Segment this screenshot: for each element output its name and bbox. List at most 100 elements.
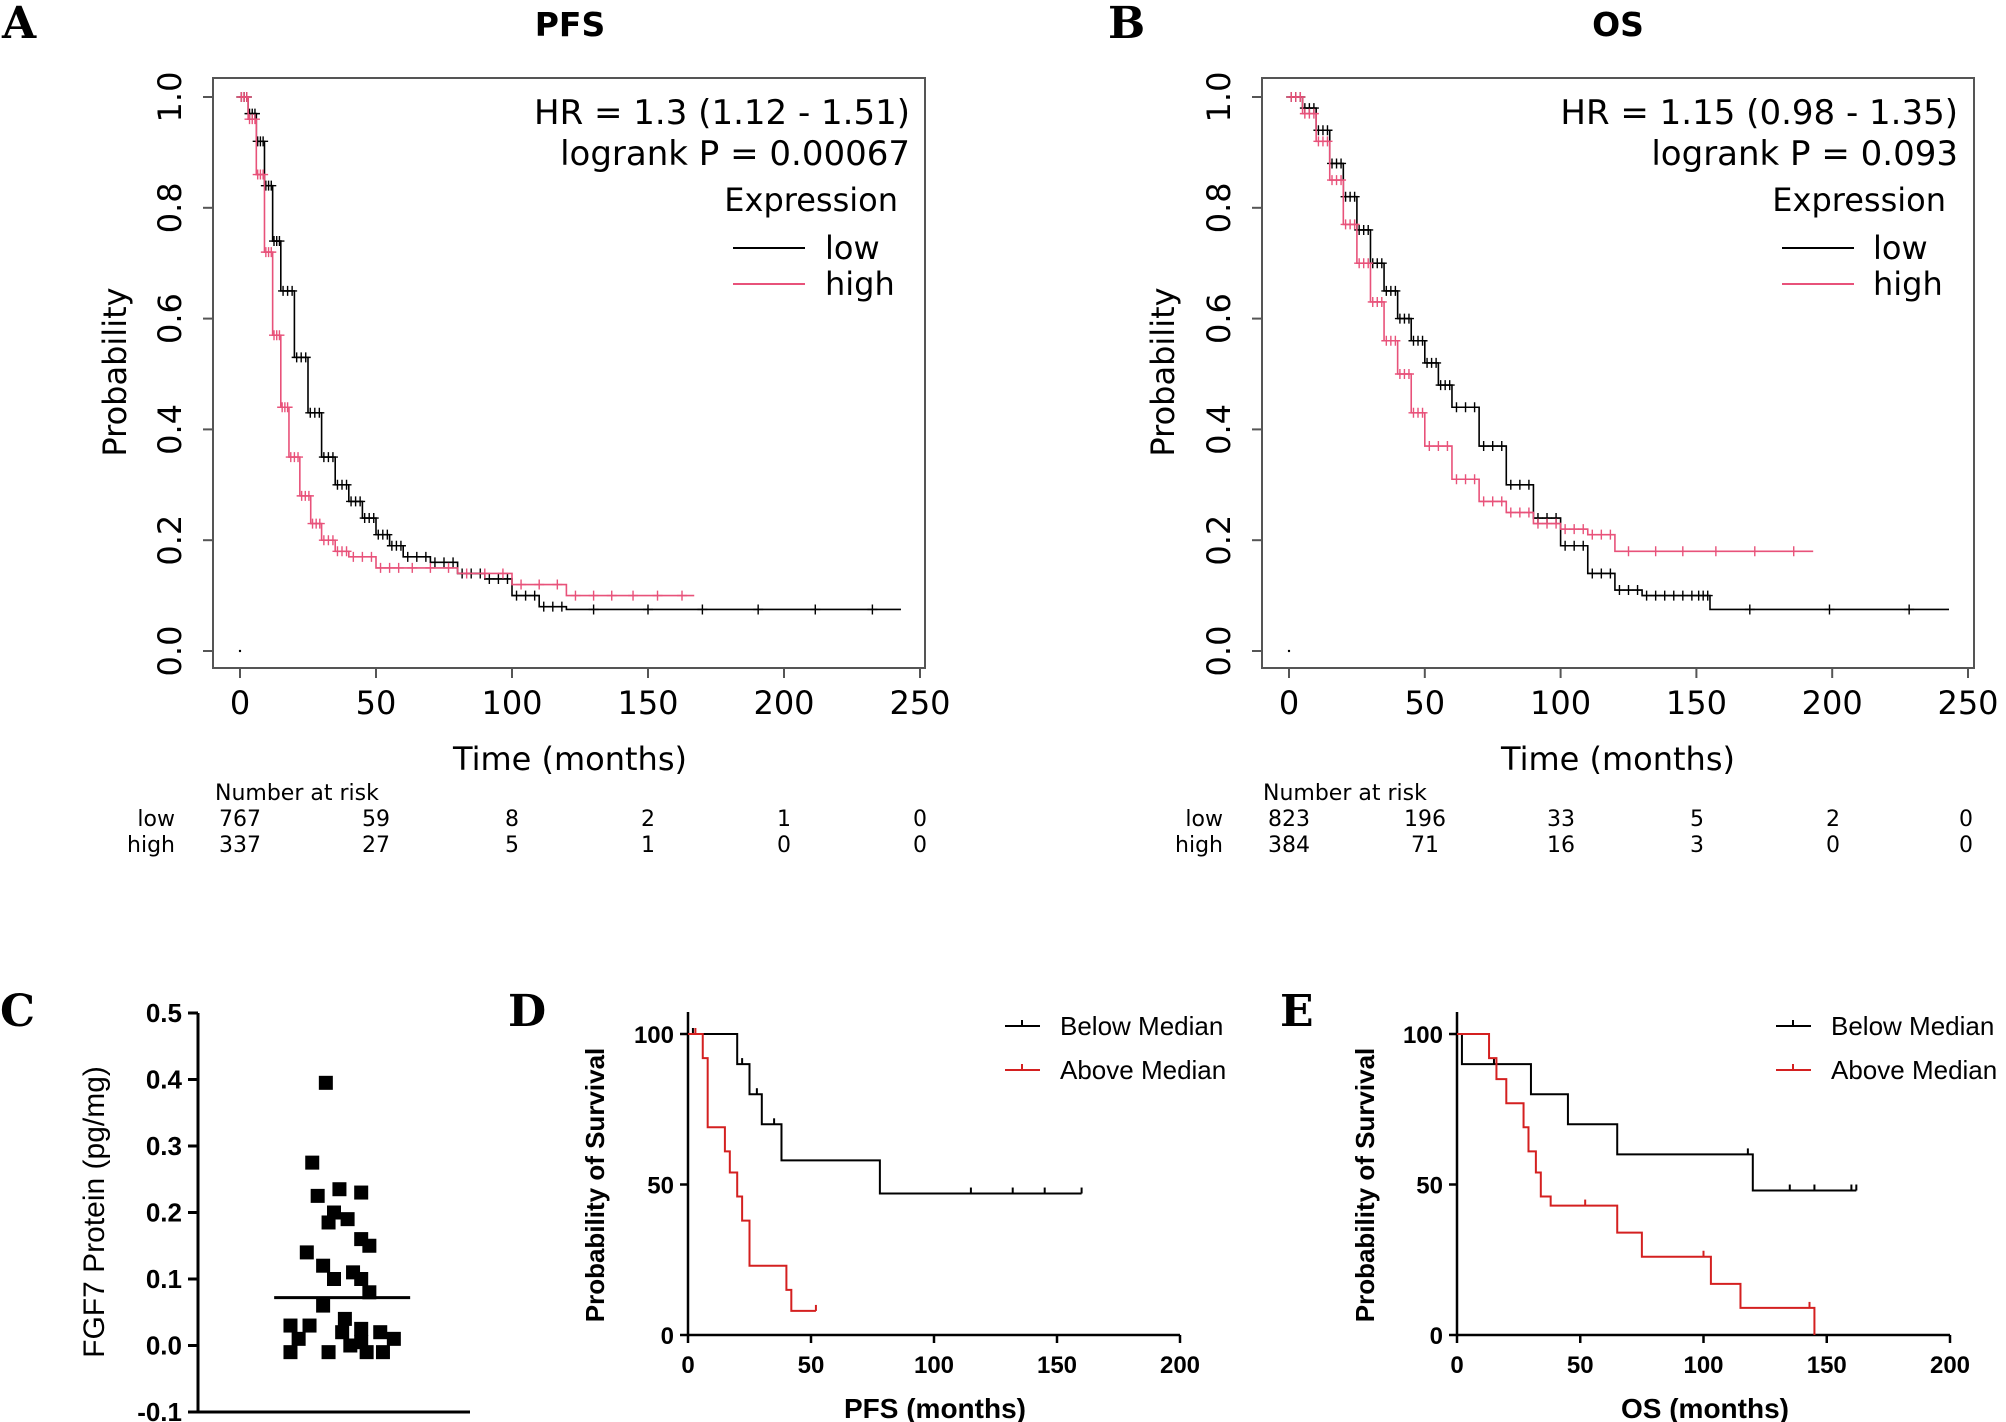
y-axis-label-d: Probability of Survival (580, 1048, 610, 1323)
legend-d: Below Median Above Median (1005, 1011, 1226, 1085)
censor-mark (1523, 507, 1534, 518)
y-tick-label: 1.0 (1200, 72, 1238, 123)
data-point (299, 1245, 314, 1260)
curves-b (1286, 92, 1949, 653)
x-tick-label: 200 (753, 684, 814, 722)
censor-mark (375, 562, 386, 573)
censor-mark (1641, 590, 1652, 601)
risk-count: 27 (362, 833, 390, 858)
censor-mark (1308, 108, 1319, 119)
risk-count: 0 (913, 807, 927, 832)
panel-letter-d: D (508, 986, 546, 1037)
censor-mark (1614, 585, 1625, 596)
risk-row-low-b: 823 196 33 5 2 0 (1268, 807, 1973, 832)
y-tick-label: 0.0 (1200, 626, 1238, 677)
censor-mark (570, 590, 581, 601)
points-c (274, 1075, 411, 1360)
censor-mark (1569, 540, 1580, 551)
panel-letter-a: A (1, 0, 37, 49)
risk-row-label-low-a: low (137, 807, 175, 832)
censor-mark (1322, 136, 1333, 147)
censor-mark (1560, 540, 1571, 551)
censor-mark (1403, 313, 1414, 324)
censor-mark (384, 562, 395, 573)
hr-text-b: HR = 1.15 (0.98 - 1.35) (1560, 93, 1958, 133)
risk-row-high-a: 337 27 5 1 0 0 (219, 833, 927, 858)
censor-mark (1322, 125, 1333, 136)
risk-row-label-high-b: high (1175, 833, 1223, 858)
censor-mark (1505, 479, 1516, 490)
x-tick-label: 250 (889, 684, 950, 722)
censor-mark (1788, 546, 1799, 557)
y-axis-label-a: Probability (96, 287, 134, 456)
y-tick-label: 0.4 (151, 404, 189, 455)
censor-mark (274, 330, 285, 341)
censor-mark (1578, 540, 1589, 551)
risk-count: 33 (1547, 807, 1575, 832)
logrank-text-b: logrank P = 0.093 (1651, 134, 1958, 174)
legend-e: Below Median Above Median (1776, 1011, 1997, 1085)
y-axis-label-b: Probability (1144, 287, 1182, 456)
y-axis-label-c: FGF7 Protein (pg/mg) (78, 1066, 111, 1358)
censor-mark (1587, 568, 1598, 579)
censor-mark (516, 579, 527, 590)
censor-mark (1551, 518, 1562, 529)
risk-count: 0 (1959, 833, 1973, 858)
censor-mark (1632, 585, 1643, 596)
y-tick-label: 0 (661, 1323, 674, 1350)
panel-letter-c: C (0, 986, 35, 1037)
x-tick-label: 50 (356, 684, 397, 722)
censor-mark (241, 92, 252, 102)
data-point (343, 1338, 358, 1353)
x-tick-label: 100 (481, 684, 542, 722)
x-tick-label: 50 (1404, 684, 1445, 722)
data-point (332, 1182, 347, 1197)
censor-mark (1659, 590, 1670, 601)
origin-dot (238, 649, 242, 653)
panel-a: A PFS HR = 1.3 (1.12 - 1.51) logrank P =… (1, 0, 951, 858)
hr-text-a: HR = 1.3 (1.12 - 1.51) (534, 93, 910, 133)
censor-mark (439, 557, 449, 568)
data-point (373, 1325, 388, 1340)
chart-title-b: OS (1592, 5, 1644, 44)
censor-mark (520, 590, 531, 601)
risk-count: 2 (1826, 807, 1840, 832)
x-tick-label: 200 (1160, 1352, 1200, 1379)
censor-mark (643, 604, 653, 615)
censor-mark (443, 562, 454, 573)
censor-mark (393, 562, 404, 573)
censor-mark (479, 568, 490, 579)
y-tick-label: 0.8 (1200, 182, 1238, 233)
data-point (362, 1238, 377, 1253)
censor-mark (341, 479, 352, 490)
censor-mark (1417, 407, 1428, 418)
x-axis-label-e: OS (months) (1621, 1393, 1789, 1422)
risk-table-title-a: Number at risk (215, 781, 379, 806)
data-point (354, 1321, 369, 1336)
risk-count: 5 (505, 833, 519, 858)
censor-mark (1460, 474, 1471, 485)
y-tick-label: 0.1 (146, 1264, 182, 1294)
km-curve-above-median (1457, 1033, 1816, 1335)
risk-count: 823 (1268, 807, 1310, 832)
censor-mark (402, 551, 413, 562)
censor-mark (258, 169, 269, 180)
y-tick-label: 0.2 (146, 1198, 182, 1228)
censor-mark (1749, 546, 1760, 557)
censor-mark (274, 236, 285, 247)
risk-count: 3 (1690, 833, 1704, 858)
censor-mark (1376, 296, 1387, 307)
censor-mark (249, 114, 260, 125)
risk-count: 0 (777, 833, 791, 858)
x-tick-label: 0 (1279, 684, 1299, 722)
x-tick-label: 50 (798, 1352, 825, 1379)
censor-mark (867, 604, 878, 615)
data-point (375, 1345, 390, 1360)
x-tick-label: 100 (1683, 1352, 1723, 1379)
panel-e: E Probability of Survival OS (months) 0 5… (1280, 986, 1997, 1422)
censor-mark (1605, 529, 1616, 540)
risk-row-label-high-a: high (127, 833, 175, 858)
censor-mark (314, 407, 325, 418)
x-tick-label: 0 (1450, 1352, 1463, 1379)
risk-count: 8 (505, 807, 519, 832)
